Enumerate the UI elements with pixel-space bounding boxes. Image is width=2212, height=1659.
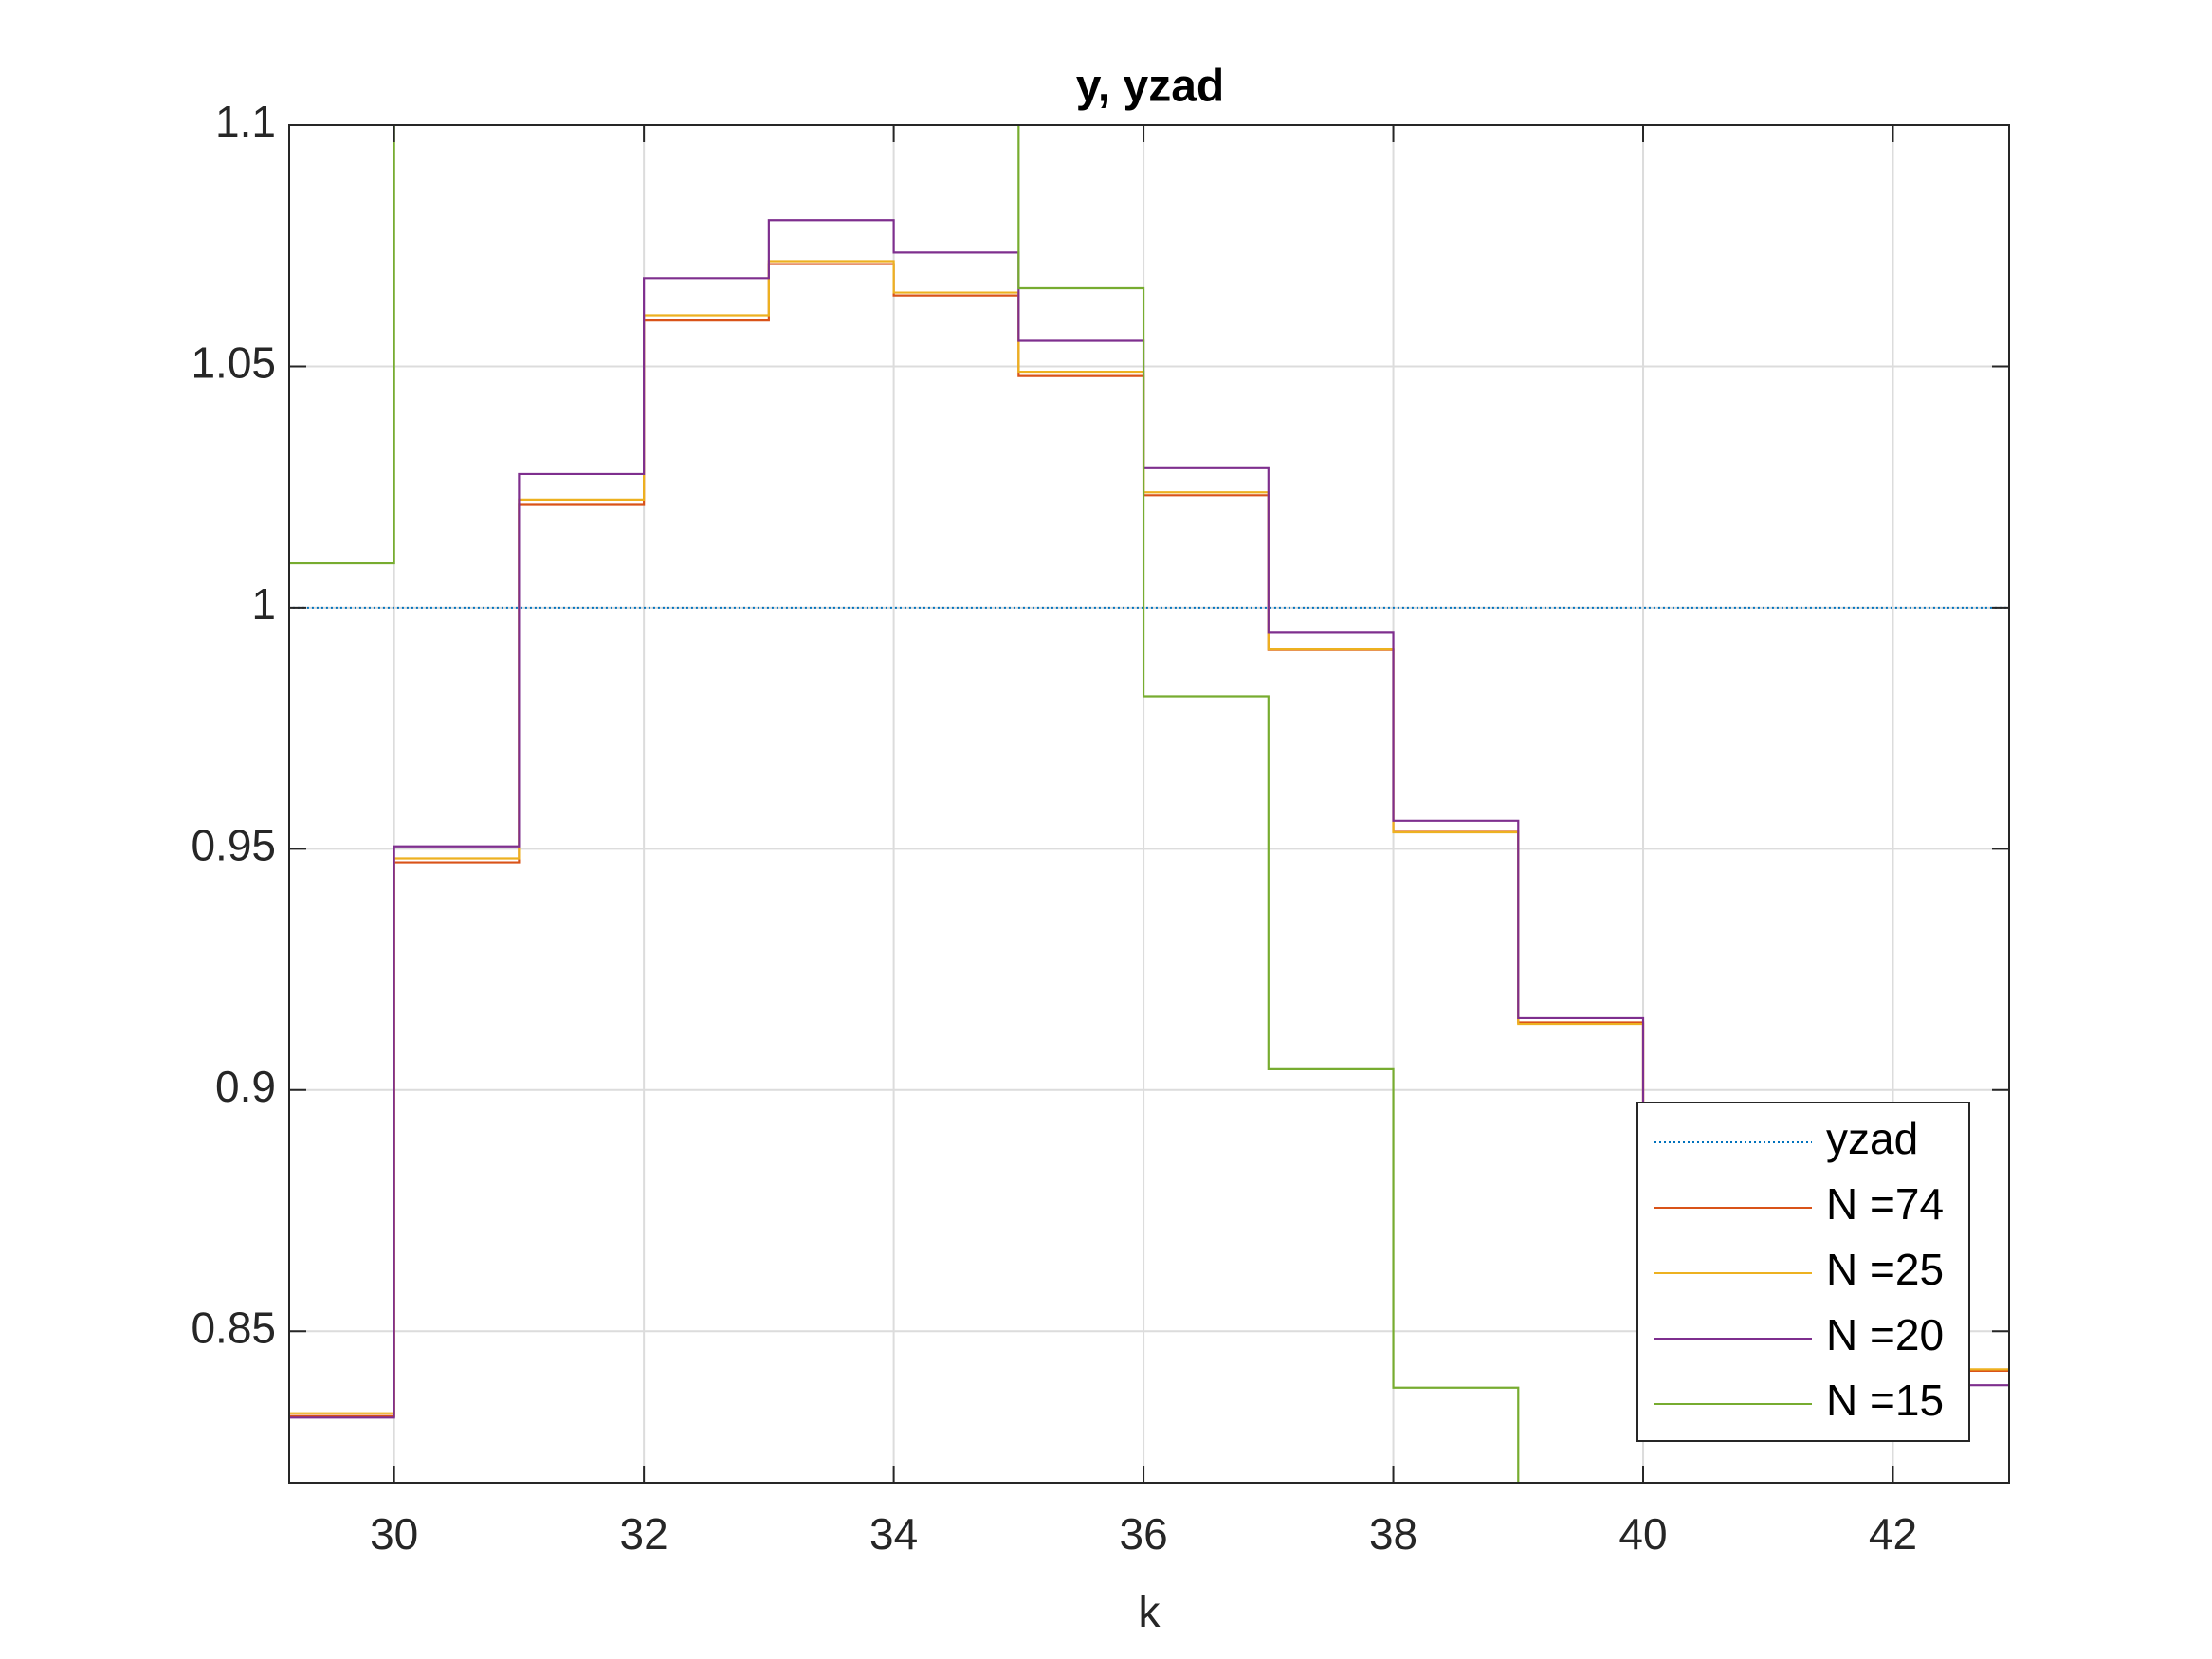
- legend-label: N =15: [1826, 1376, 1944, 1425]
- x-tick-label: 42: [1869, 1509, 1917, 1559]
- y-tick-label: 1.05: [191, 338, 276, 388]
- x-tick-label: 38: [1369, 1509, 1417, 1559]
- legend-label: yzad: [1826, 1114, 1918, 1163]
- x-tick-label: 40: [1618, 1509, 1667, 1559]
- chart-title: y, yzad: [1076, 62, 1225, 112]
- y-tick-label: 1.1: [215, 97, 276, 146]
- x-tick-label: 34: [869, 1509, 918, 1559]
- axes-box: [288, 124, 2010, 1484]
- x-tick-label: 36: [1119, 1509, 1167, 1559]
- legend-label: N =20: [1826, 1310, 1944, 1359]
- y-tick-label: 0.9: [215, 1062, 276, 1111]
- legend-label: N =74: [1826, 1179, 1944, 1229]
- legend-box: [1636, 1102, 1970, 1442]
- legend-label: N =25: [1826, 1245, 1944, 1294]
- x-tick-label: 32: [620, 1509, 668, 1559]
- series-line: [289, 125, 1520, 1483]
- y-tick-label: 0.85: [191, 1303, 276, 1352]
- y-tick-label: 1: [251, 579, 276, 629]
- x-axis-label: k: [1139, 1587, 1161, 1636]
- y-tick-label: 0.95: [191, 820, 276, 869]
- x-tick-label: 30: [370, 1509, 418, 1559]
